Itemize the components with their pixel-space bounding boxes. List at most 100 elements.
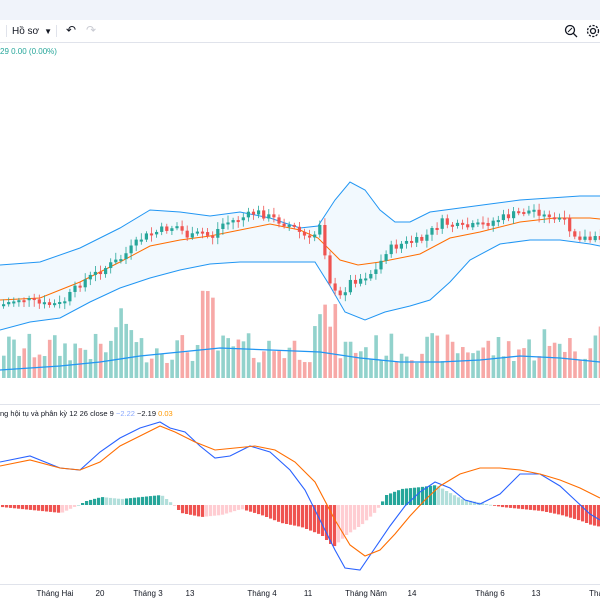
macd-histogram-bar bbox=[281, 505, 285, 524]
bollinger-basis-line bbox=[0, 217, 600, 301]
candle-body bbox=[542, 214, 546, 217]
volume-bar bbox=[568, 338, 572, 378]
candle-body bbox=[471, 222, 475, 228]
volume-bar bbox=[384, 355, 389, 378]
macd-histogram-bar bbox=[265, 505, 269, 517]
macd-histogram-bar bbox=[25, 505, 29, 510]
time-axis[interactable]: Tháng Hai 20 Tháng 3 13 Tháng 4 11 Tháng Năm 14… bbox=[0, 584, 600, 601]
macd-histogram-bar bbox=[165, 499, 169, 505]
volume-bar bbox=[68, 360, 72, 378]
candle-body bbox=[287, 224, 291, 227]
volume-ma-line bbox=[0, 347, 600, 371]
candle-body bbox=[410, 240, 414, 243]
volume-bar bbox=[588, 348, 593, 378]
volume-bar bbox=[359, 351, 363, 378]
time-axis-label: Tháng Năm bbox=[345, 589, 387, 598]
macd-histogram-bar bbox=[369, 505, 373, 517]
candle-body bbox=[139, 239, 143, 242]
macd-histogram-bar bbox=[349, 505, 353, 533]
volume-bar bbox=[537, 356, 542, 378]
macd-histogram-bar bbox=[77, 505, 81, 506]
zoom-reset-icon[interactable] bbox=[563, 22, 579, 40]
top-strip bbox=[0, 0, 600, 21]
candle-body bbox=[588, 236, 592, 241]
candle-body bbox=[292, 224, 296, 227]
macd-histogram-bar bbox=[433, 485, 437, 505]
volume-bar bbox=[221, 335, 225, 378]
candle-body bbox=[501, 214, 505, 221]
macd-histogram-bar bbox=[201, 505, 205, 517]
macd-histogram-bar bbox=[285, 505, 289, 524]
macd-histogram-bar bbox=[565, 505, 569, 517]
candle-body bbox=[241, 217, 245, 221]
undo-icon[interactable]: ↶ bbox=[65, 23, 77, 37]
candle-body bbox=[527, 210, 531, 214]
candle-body bbox=[537, 209, 541, 216]
pane-divider[interactable] bbox=[0, 404, 600, 405]
volume-bar bbox=[455, 353, 460, 378]
volume-bar bbox=[216, 350, 220, 378]
candle-body bbox=[552, 217, 556, 220]
volume-bar bbox=[287, 347, 292, 378]
volume-bar bbox=[282, 358, 287, 378]
volume-bar bbox=[12, 339, 16, 378]
macd-histogram-bar bbox=[505, 505, 509, 508]
volume-bar bbox=[139, 338, 144, 378]
macd-histogram-bar bbox=[577, 505, 581, 521]
macd-value: −2.22 bbox=[115, 409, 135, 418]
macd-histogram-bar bbox=[557, 505, 561, 515]
volume-bar bbox=[93, 333, 98, 378]
volume-bar bbox=[267, 340, 271, 378]
macd-histogram-bar bbox=[1, 505, 5, 508]
volume-bar bbox=[461, 347, 465, 378]
volume-bar bbox=[369, 358, 373, 378]
volume-bar bbox=[160, 354, 164, 378]
candle-body bbox=[231, 220, 235, 223]
volume-bar bbox=[251, 357, 256, 378]
candle-body bbox=[93, 271, 97, 275]
macd-histogram-bar bbox=[133, 497, 137, 505]
macd-histogram-bar bbox=[185, 505, 189, 514]
macd-histogram-bar bbox=[85, 501, 89, 505]
macd-histogram-bar bbox=[253, 505, 257, 513]
macd-histogram-bar bbox=[533, 505, 537, 511]
macd-histogram-bar bbox=[393, 491, 397, 505]
macd-histogram-bar bbox=[461, 499, 465, 505]
macd-histogram-bar bbox=[305, 505, 309, 529]
candle-body bbox=[491, 220, 495, 226]
candle-body bbox=[455, 222, 460, 227]
macd-histogram-bar bbox=[537, 505, 541, 511]
macd-histogram-bar bbox=[293, 505, 297, 526]
volume-bar bbox=[501, 356, 506, 378]
candle-body bbox=[313, 234, 317, 238]
candle-body bbox=[415, 236, 419, 243]
price-chart-canvas[interactable] bbox=[0, 42, 600, 584]
macd-histogram-bar bbox=[321, 505, 325, 536]
volume-bar bbox=[78, 348, 83, 378]
macd-histogram-bar bbox=[225, 505, 229, 514]
settings-gear-icon[interactable] bbox=[585, 22, 600, 40]
candle-body bbox=[318, 225, 322, 235]
candle-body bbox=[221, 223, 225, 229]
macd-histogram-bar bbox=[257, 505, 261, 515]
macd-histogram-bar bbox=[189, 505, 193, 515]
toolbar-divider bbox=[56, 25, 57, 37]
time-axis-label: Tháng 4 bbox=[247, 589, 277, 598]
profile-dropdown[interactable]: Hồ sơ ▼ bbox=[12, 23, 52, 39]
volume-bar bbox=[73, 343, 77, 378]
macd-histogram-bar bbox=[69, 505, 73, 509]
macd-histogram-bar bbox=[385, 495, 389, 505]
macd-histogram-bar bbox=[81, 503, 85, 505]
volume-bar bbox=[272, 351, 276, 378]
volume-bar bbox=[547, 345, 552, 378]
candle-body bbox=[165, 226, 169, 231]
candle-body bbox=[98, 271, 103, 275]
volume-bar bbox=[399, 353, 404, 378]
volume-bar bbox=[53, 335, 57, 378]
candle-body bbox=[466, 224, 470, 228]
candle-body bbox=[7, 302, 11, 305]
candle-body bbox=[272, 214, 276, 218]
macd-line bbox=[0, 421, 600, 571]
macd-histogram-bar bbox=[597, 505, 600, 527]
candle-body bbox=[257, 210, 261, 215]
